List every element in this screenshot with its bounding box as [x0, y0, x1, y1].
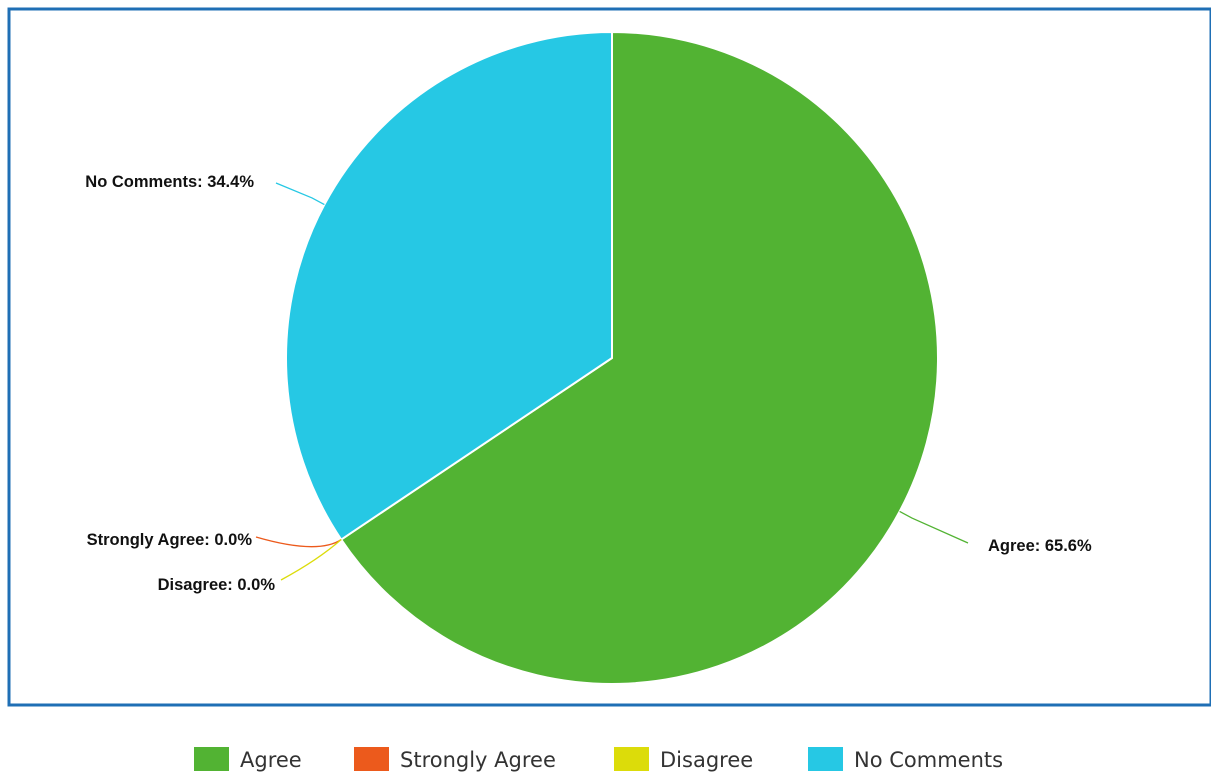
pie-slices — [285, 30, 939, 685]
legend-swatch-strongly-agree — [354, 747, 389, 771]
data-labels: Agree: 65.6% Strongly Agree: 0.0% Disagree… — [85, 173, 1092, 594]
pie-slice-no-comments[interactable] — [285, 30, 613, 541]
leader-line-agree — [899, 510, 969, 544]
legend-swatch-disagree — [614, 747, 649, 771]
leader-lines — [255, 182, 969, 581]
data-label-disagree: Disagree: 0.0% — [158, 576, 276, 594]
legend-label-strongly-agree: Strongly Agree — [400, 748, 556, 772]
leader-line-disagree — [280, 539, 342, 581]
legend-label-agree: Agree — [240, 748, 302, 772]
legend-label-no-comments: No Comments — [854, 748, 1003, 772]
legend-item-no-comments[interactable]: No Comments — [808, 747, 1003, 772]
legend-label-disagree: Disagree — [660, 748, 753, 772]
legend-item-disagree[interactable]: Disagree — [614, 747, 753, 772]
leader-line-strongly-agree — [255, 536, 342, 548]
data-label-strongly-agree: Strongly Agree: 0.0% — [87, 531, 253, 549]
legend: Agree Strongly Agree Disagree No Comments — [194, 747, 1003, 772]
legend-swatch-agree — [194, 747, 229, 771]
legend-item-strongly-agree[interactable]: Strongly Agree — [354, 747, 556, 772]
data-label-no-comments: No Comments: 34.4% — [85, 173, 254, 191]
leader-line-no-comments — [275, 182, 325, 206]
legend-item-agree[interactable]: Agree — [194, 747, 302, 772]
data-label-agree: Agree: 65.6% — [988, 537, 1092, 555]
legend-swatch-no-comments — [808, 747, 843, 771]
